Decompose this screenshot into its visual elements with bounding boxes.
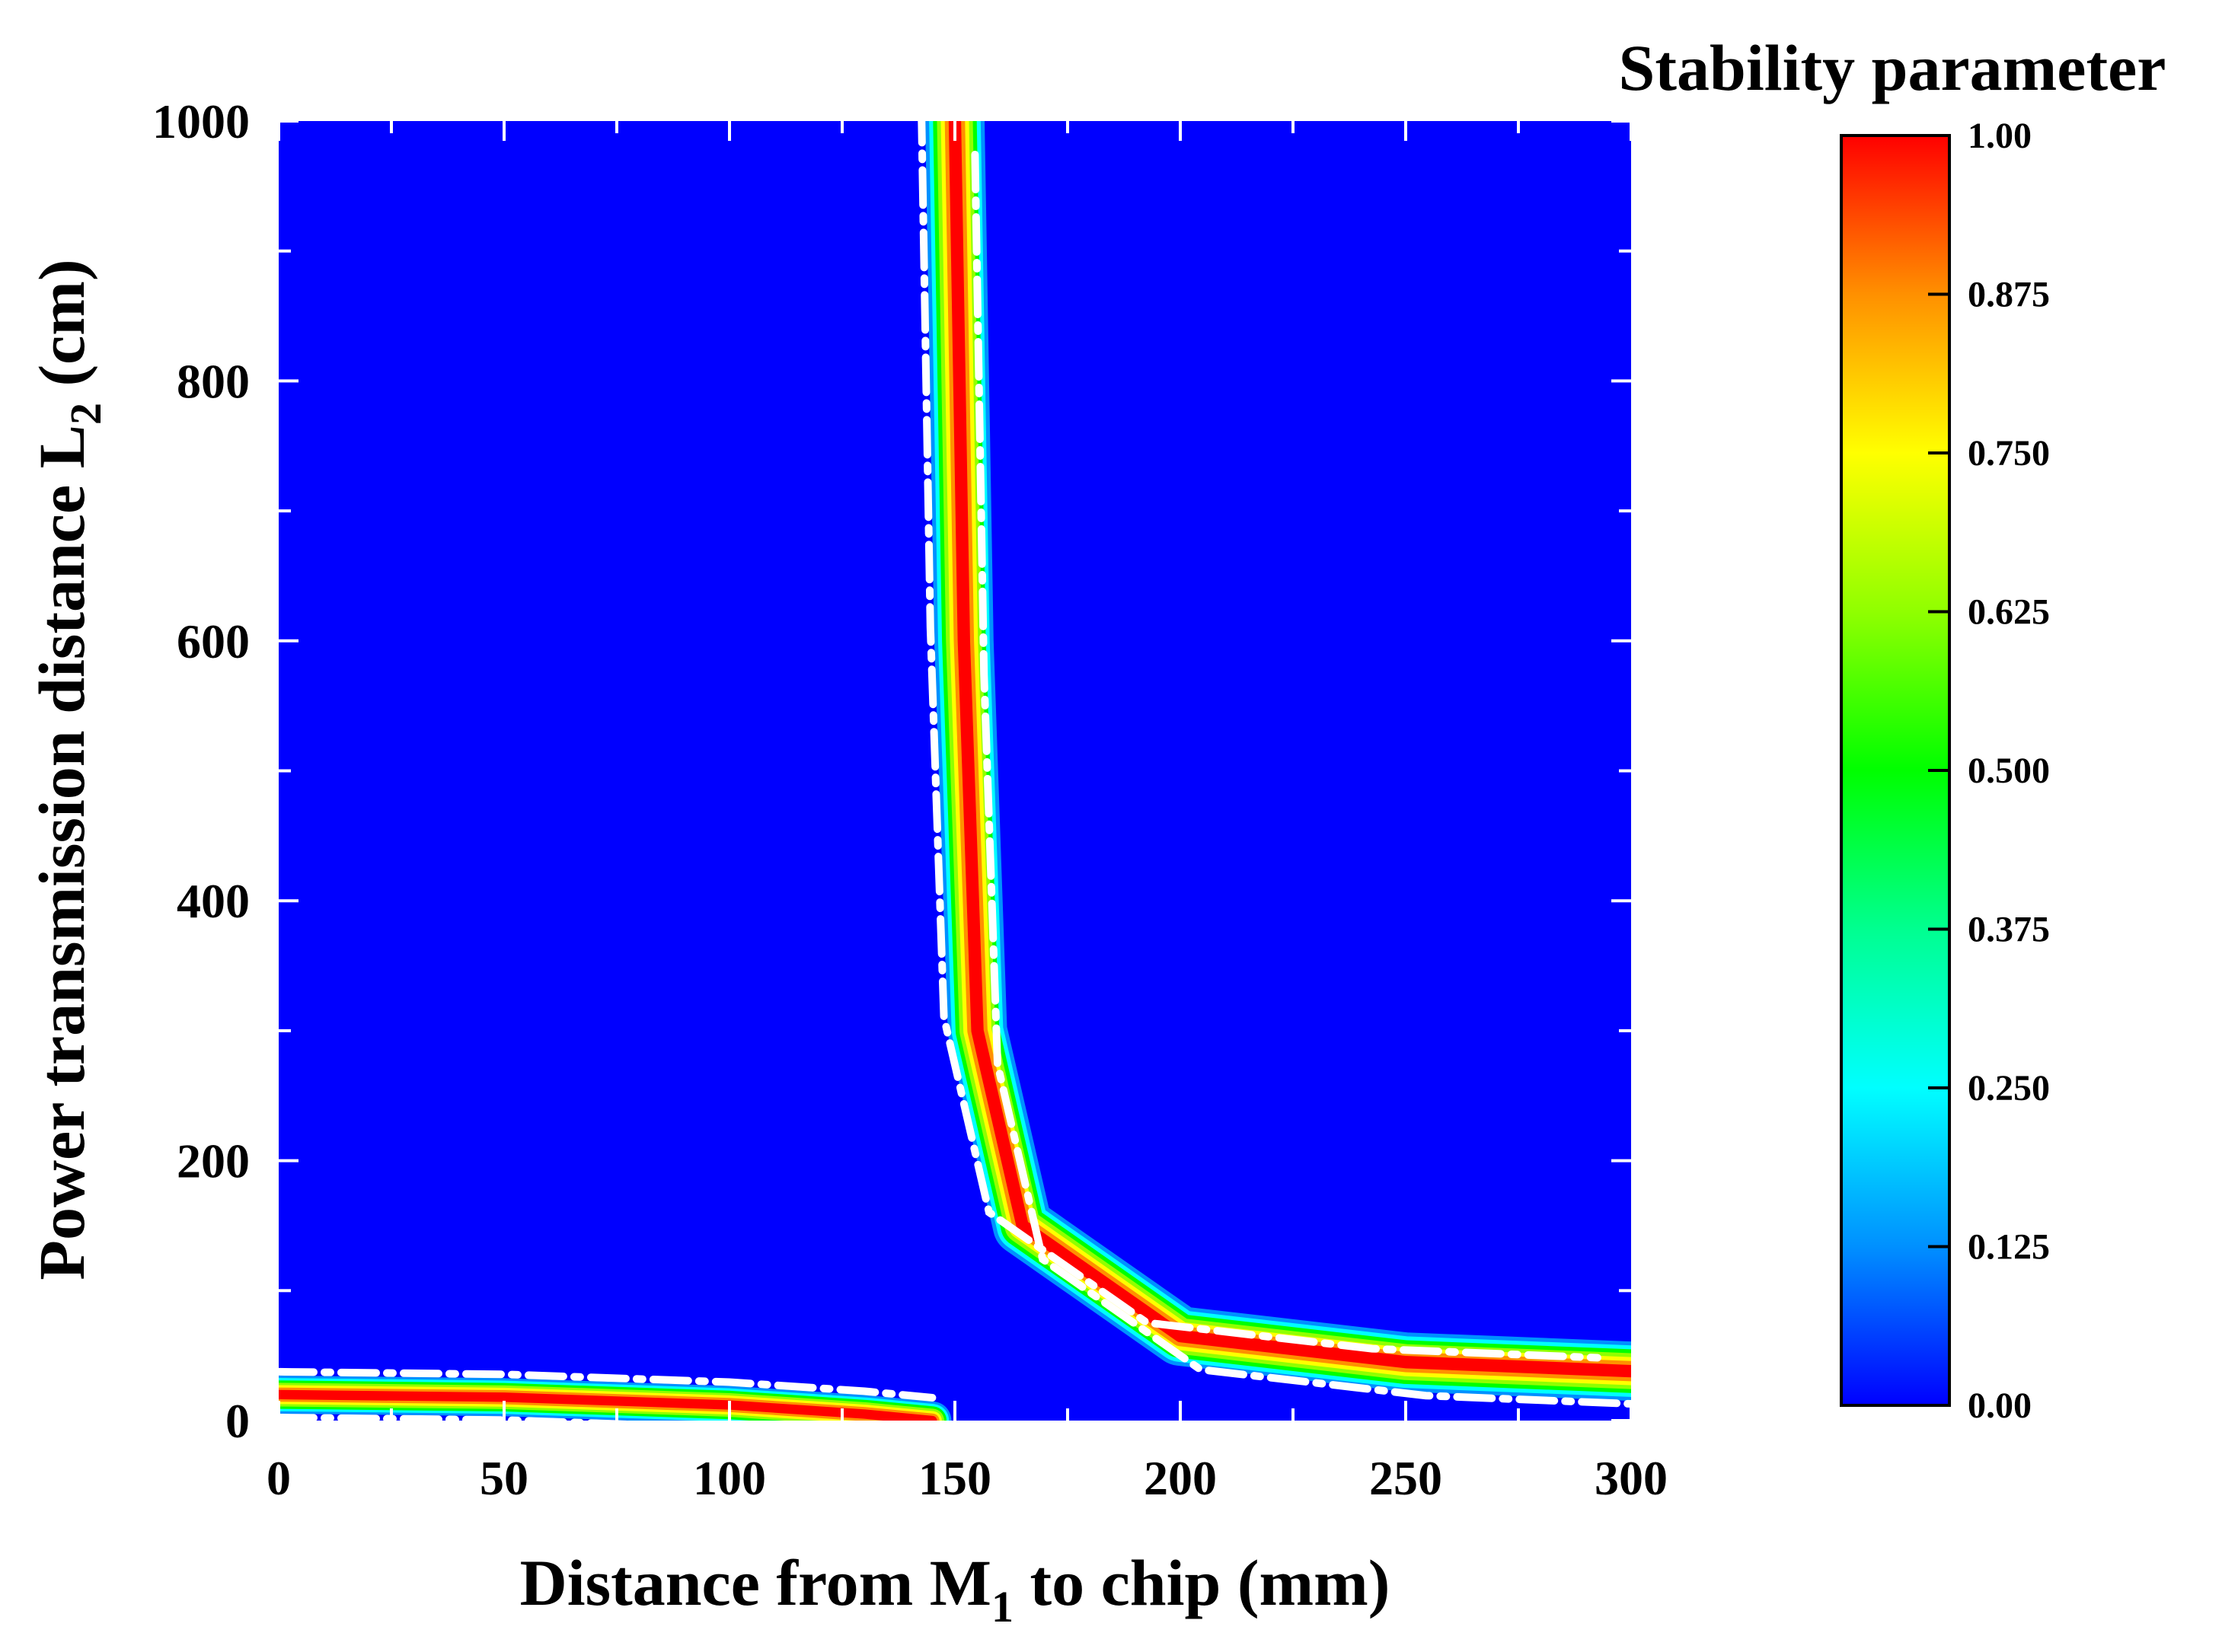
- x-tick-label: 150: [918, 1451, 991, 1505]
- colorbar-tick-label: 1.00: [1968, 116, 2032, 156]
- colorbar-tick-label: 0.625: [1968, 592, 2050, 633]
- colorbar-tick-label: 0.375: [1968, 910, 2050, 950]
- x-tick-label: 100: [693, 1451, 766, 1505]
- x-tick-label: 250: [1369, 1451, 1442, 1505]
- contour-level: [948, 121, 1631, 1378]
- y-tick-label: 600: [177, 614, 250, 668]
- x-tick-label: 200: [1144, 1451, 1217, 1505]
- x-tick-marks: [277, 121, 1633, 1421]
- y-tick-labels: 0 200 400 600 800 1000: [152, 94, 250, 1448]
- y-tick-label: 200: [177, 1134, 250, 1188]
- x-tick-labels: 0 50 100 150 200 250 300: [267, 1451, 1668, 1505]
- x-tick-label: 50: [480, 1451, 528, 1505]
- y-tick-marks: [279, 120, 1631, 1422]
- colorbar-tick-label: 0.125: [1968, 1227, 2050, 1268]
- stability-boundary-line: [279, 1413, 631, 1421]
- x-tick-label: 300: [1595, 1451, 1668, 1505]
- y-axis-title: Power transmission distance L2 (cm): [25, 259, 110, 1280]
- y-tick-label: 0: [225, 1394, 250, 1448]
- y-tick-label: 800: [177, 354, 250, 408]
- stability-boundary-line: [279, 1367, 937, 1402]
- contour-region-vertical-hyperbolic-band: [925, 121, 1631, 1402]
- colorbar-tick-label: 0.00: [1968, 1386, 2032, 1426]
- x-axis-title: Distance from M1 to chip (mm): [520, 1546, 1390, 1631]
- colorbar: Stability parameter 0.00 0.125 0.250 0.3…: [1619, 31, 2166, 1426]
- stability-boundary-layer: [279, 121, 1631, 1421]
- stability-boundary-line: [918, 121, 1601, 1362]
- colorbar-tick-label: 0.750: [1968, 433, 2050, 474]
- y-tick-label: 1000: [152, 94, 250, 148]
- x-tick-label: 0: [267, 1451, 291, 1505]
- colorbar-tick-marks: [1928, 292, 1949, 1249]
- plot-area: [277, 120, 1633, 1422]
- colorbar-tick-label: 0.500: [1968, 751, 2050, 791]
- colorbar-tick-label: 0.250: [1968, 1068, 2050, 1108]
- colorbar-tick-label: 0.875: [1968, 275, 2050, 315]
- colorbar-title: Stability parameter: [1619, 31, 2166, 104]
- stability-boundary-line: [971, 151, 1631, 1408]
- y-tick-label: 400: [177, 874, 250, 928]
